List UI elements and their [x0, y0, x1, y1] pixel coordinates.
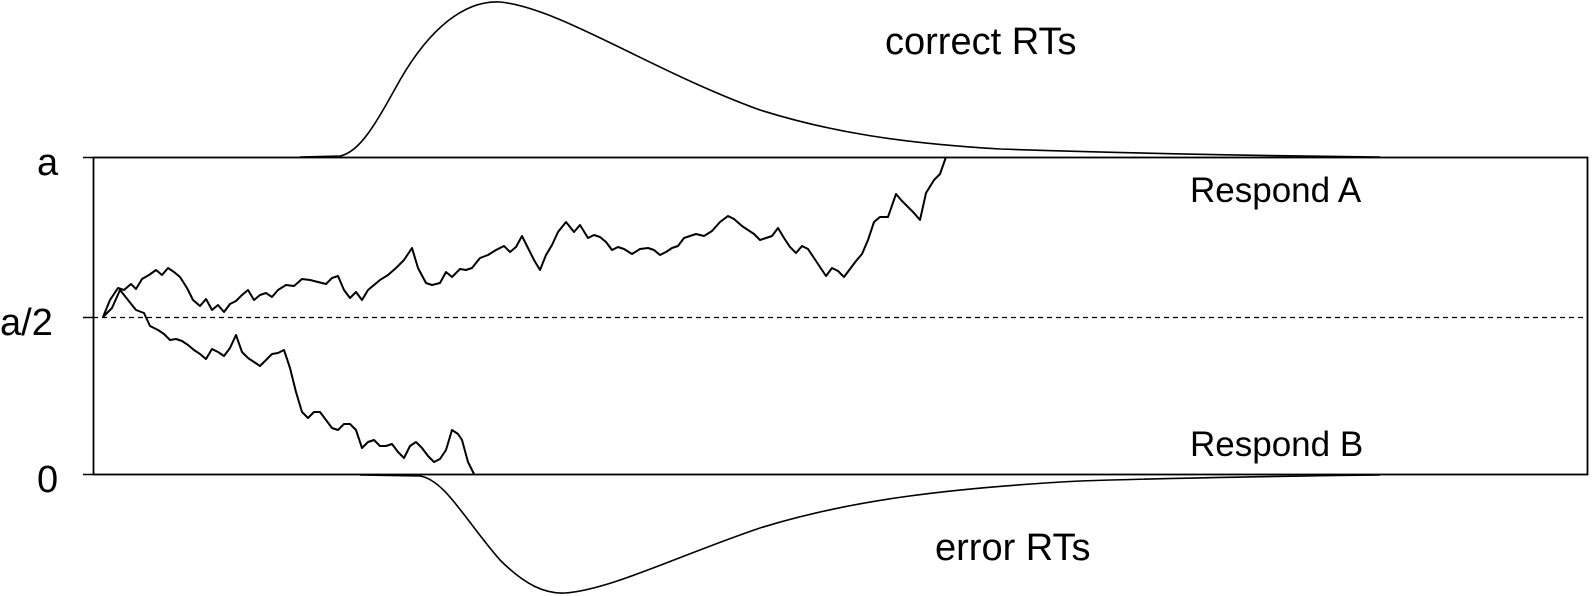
sample-path-lower [102, 289, 475, 475]
y-label-a: a [37, 142, 59, 184]
error-rts-label: error RTs [935, 527, 1091, 569]
correct-rt-distribution [299, 1, 1381, 158]
y-label-half: a/2 [0, 302, 53, 344]
error-rt-distribution [359, 474, 1381, 594]
correct-rts-label: correct RTs [885, 21, 1076, 63]
respond-b-label: Respond B [1190, 425, 1363, 464]
decision-boundary-box [92, 156, 1589, 476]
respond-a-label: Respond A [1190, 171, 1362, 210]
sample-path-upper [102, 156, 947, 318]
y-label-zero: 0 [37, 459, 58, 501]
